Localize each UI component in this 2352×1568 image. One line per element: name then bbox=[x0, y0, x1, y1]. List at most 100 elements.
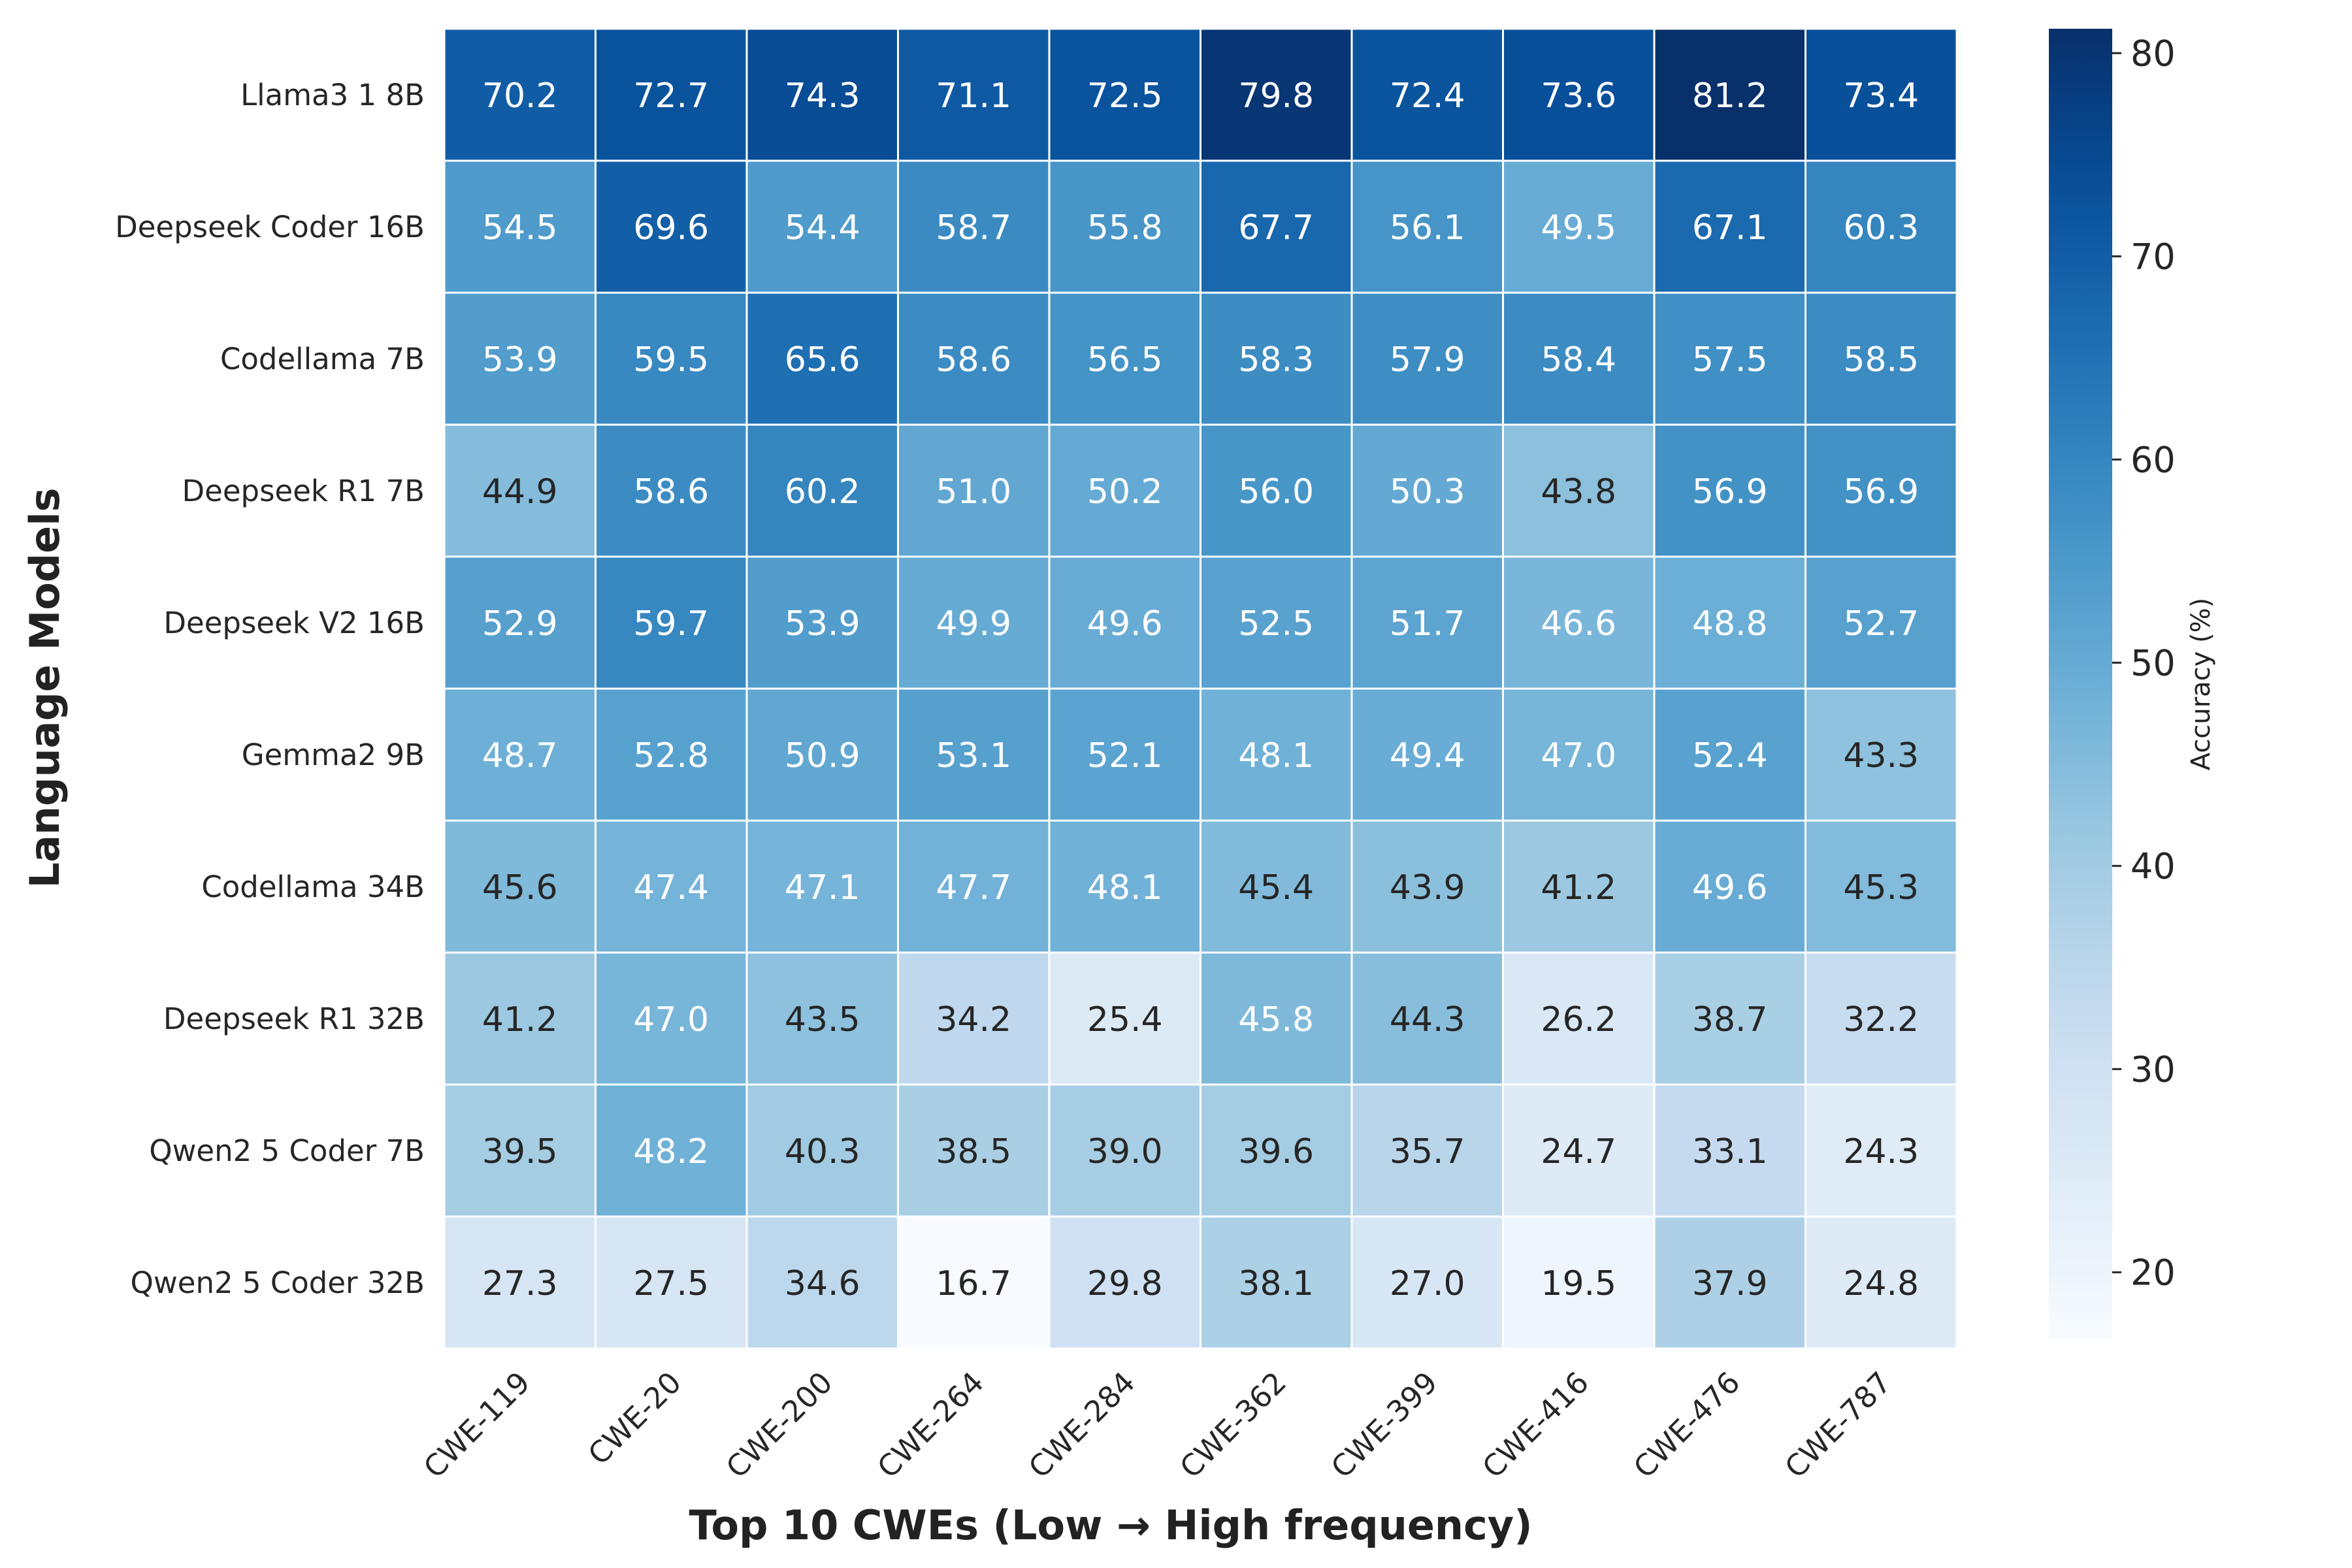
colorbar-gradient bbox=[2049, 29, 2112, 1339]
row-label: Llama3 1 8B bbox=[240, 78, 425, 112]
cell-value-label: 49.6 bbox=[1692, 868, 1768, 907]
column-label: CWE-284 bbox=[1022, 1365, 1141, 1484]
cell-value-label: 43.9 bbox=[1390, 868, 1465, 907]
cell-value-label: 79.8 bbox=[1238, 76, 1314, 116]
cell-value-label: 51.0 bbox=[936, 472, 1011, 512]
heatmap-cell bbox=[595, 951, 748, 1086]
cell-value-label: 47.0 bbox=[633, 1000, 709, 1039]
cell-value-label: 24.8 bbox=[1843, 1264, 1919, 1303]
heatmap-cell bbox=[1200, 27, 1353, 162]
heatmap-cell bbox=[745, 1083, 899, 1218]
heatmap-cell bbox=[1502, 27, 1656, 162]
cell-value-label: 70.2 bbox=[482, 76, 558, 116]
column-label: CWE-399 bbox=[1324, 1365, 1444, 1484]
colorbar-tick-label: 80 bbox=[2131, 33, 2176, 74]
heatmap-cell bbox=[745, 27, 899, 162]
cell-value-label: 27.3 bbox=[482, 1264, 558, 1303]
heatmap-cell bbox=[1653, 159, 1806, 294]
heatmap-cell bbox=[1653, 1215, 1806, 1350]
heatmap-cell bbox=[1653, 687, 1806, 822]
cell-value-label: 37.9 bbox=[1692, 1264, 1768, 1303]
heatmap-cell bbox=[1805, 27, 1958, 162]
cell-value-label: 48.1 bbox=[1238, 736, 1314, 776]
cell-value-label: 38.1 bbox=[1238, 1264, 1314, 1303]
cell-value-label: 58.3 bbox=[1238, 340, 1314, 380]
column-labels: CWE-119 CWE-20 CWE-200 CWE-264 CWE-284 CWE-36… bbox=[417, 1365, 1898, 1484]
cell-value-label: 53.9 bbox=[482, 340, 558, 380]
cell-value-label: 27.5 bbox=[633, 1264, 709, 1303]
cell-value-label: 47.0 bbox=[1541, 736, 1616, 776]
heatmap-cell bbox=[1048, 423, 1201, 558]
cell-value-label: 41.2 bbox=[482, 1000, 558, 1039]
cell-value-label: 51.7 bbox=[1390, 604, 1465, 644]
row-label: Qwen2 5 Coder 7B bbox=[149, 1134, 425, 1168]
heatmap-cell bbox=[1805, 423, 1958, 558]
column-label: CWE-200 bbox=[719, 1365, 839, 1484]
heatmap-cell bbox=[1502, 423, 1656, 558]
row-label: Deepseek R1 32B bbox=[163, 1002, 425, 1036]
cell-value-label: 48.7 bbox=[482, 736, 558, 776]
heatmap-cell bbox=[1048, 291, 1201, 426]
cell-value-label: 56.5 bbox=[1087, 340, 1163, 380]
cell-value-label: 39.6 bbox=[1238, 1132, 1314, 1171]
cell-value-label: 39.5 bbox=[482, 1132, 558, 1171]
heatmap-cell bbox=[1805, 291, 1958, 426]
cell-value-label: 52.4 bbox=[1692, 736, 1768, 776]
column-label: CWE-264 bbox=[871, 1365, 990, 1484]
cell-value-label: 72.4 bbox=[1390, 76, 1465, 116]
cell-value-label: 45.8 bbox=[1238, 1000, 1314, 1039]
heatmap-cell bbox=[1502, 159, 1656, 294]
heatmap-cell bbox=[1200, 555, 1353, 690]
cell-value-label: 49.4 bbox=[1390, 736, 1465, 776]
heatmap-cell bbox=[443, 291, 596, 426]
heatmap-cell bbox=[595, 1215, 748, 1350]
heatmap-cell bbox=[1805, 1215, 1958, 1350]
column-label: CWE-476 bbox=[1627, 1365, 1746, 1484]
cell-value-label: 56.1 bbox=[1390, 208, 1465, 248]
heatmap-cell bbox=[1653, 1083, 1806, 1218]
cell-value-label: 43.8 bbox=[1541, 472, 1616, 512]
heatmap-cell bbox=[1350, 819, 1504, 954]
colorbar-label: Accuracy (%) bbox=[2186, 598, 2216, 771]
heatmap-cell bbox=[1350, 951, 1504, 1086]
cell-value-label: 52.1 bbox=[1087, 736, 1163, 776]
heatmap-cell bbox=[443, 1215, 596, 1350]
cell-value-label: 65.6 bbox=[785, 340, 860, 380]
cell-value-label: 69.6 bbox=[633, 208, 709, 248]
cell-value-label: 53.1 bbox=[936, 736, 1011, 776]
cell-value-label: 73.6 bbox=[1541, 76, 1616, 116]
heatmap-cells: 70.2 72.7 74.3 71.1 72.5 79.8 72.4 73.6 81.2 73.4… bbox=[443, 27, 1958, 1350]
cell-value-label: 25.4 bbox=[1087, 1000, 1163, 1039]
cell-value-label: 67.1 bbox=[1692, 208, 1768, 248]
cell-value-label: 52.9 bbox=[482, 604, 558, 644]
heatmap-cell bbox=[1653, 291, 1806, 426]
row-label: Deepseek Coder 16B bbox=[115, 210, 425, 244]
cell-value-label: 27.0 bbox=[1390, 1264, 1465, 1303]
heatmap-cell bbox=[745, 951, 899, 1086]
cell-value-label: 48.1 bbox=[1087, 868, 1163, 907]
cell-value-label: 46.6 bbox=[1541, 604, 1616, 644]
column-label: CWE-416 bbox=[1476, 1365, 1595, 1484]
heatmap-cell bbox=[595, 27, 748, 162]
row-label: Codellama 34B bbox=[201, 870, 425, 904]
column-label: CWE-787 bbox=[1778, 1365, 1898, 1484]
cell-value-label: 24.3 bbox=[1843, 1132, 1919, 1171]
cell-value-label: 19.5 bbox=[1541, 1264, 1616, 1303]
heatmap-cell bbox=[897, 159, 1051, 294]
cell-value-label: 60.3 bbox=[1843, 208, 1919, 248]
heatmap-cell bbox=[1200, 423, 1353, 558]
cell-value-label: 59.5 bbox=[633, 340, 709, 380]
cell-value-label: 72.7 bbox=[633, 76, 709, 116]
cell-value-label: 41.2 bbox=[1541, 868, 1616, 907]
cell-value-label: 47.4 bbox=[633, 868, 709, 907]
heatmap-cell bbox=[1048, 951, 1201, 1086]
heatmap-cell bbox=[1502, 951, 1656, 1086]
column-label: CWE-119 bbox=[417, 1365, 536, 1484]
heatmap-cell bbox=[1200, 819, 1353, 954]
cell-value-label: 50.2 bbox=[1087, 472, 1163, 512]
cell-value-label: 56.0 bbox=[1238, 472, 1314, 512]
row-labels: Llama3 1 8B Deepseek Coder 16B Codellama 7… bbox=[115, 78, 425, 1300]
cell-value-label: 47.7 bbox=[936, 868, 1011, 907]
colorbar-tick-label: 40 bbox=[2131, 845, 2176, 887]
heatmap-cell bbox=[1805, 819, 1958, 954]
